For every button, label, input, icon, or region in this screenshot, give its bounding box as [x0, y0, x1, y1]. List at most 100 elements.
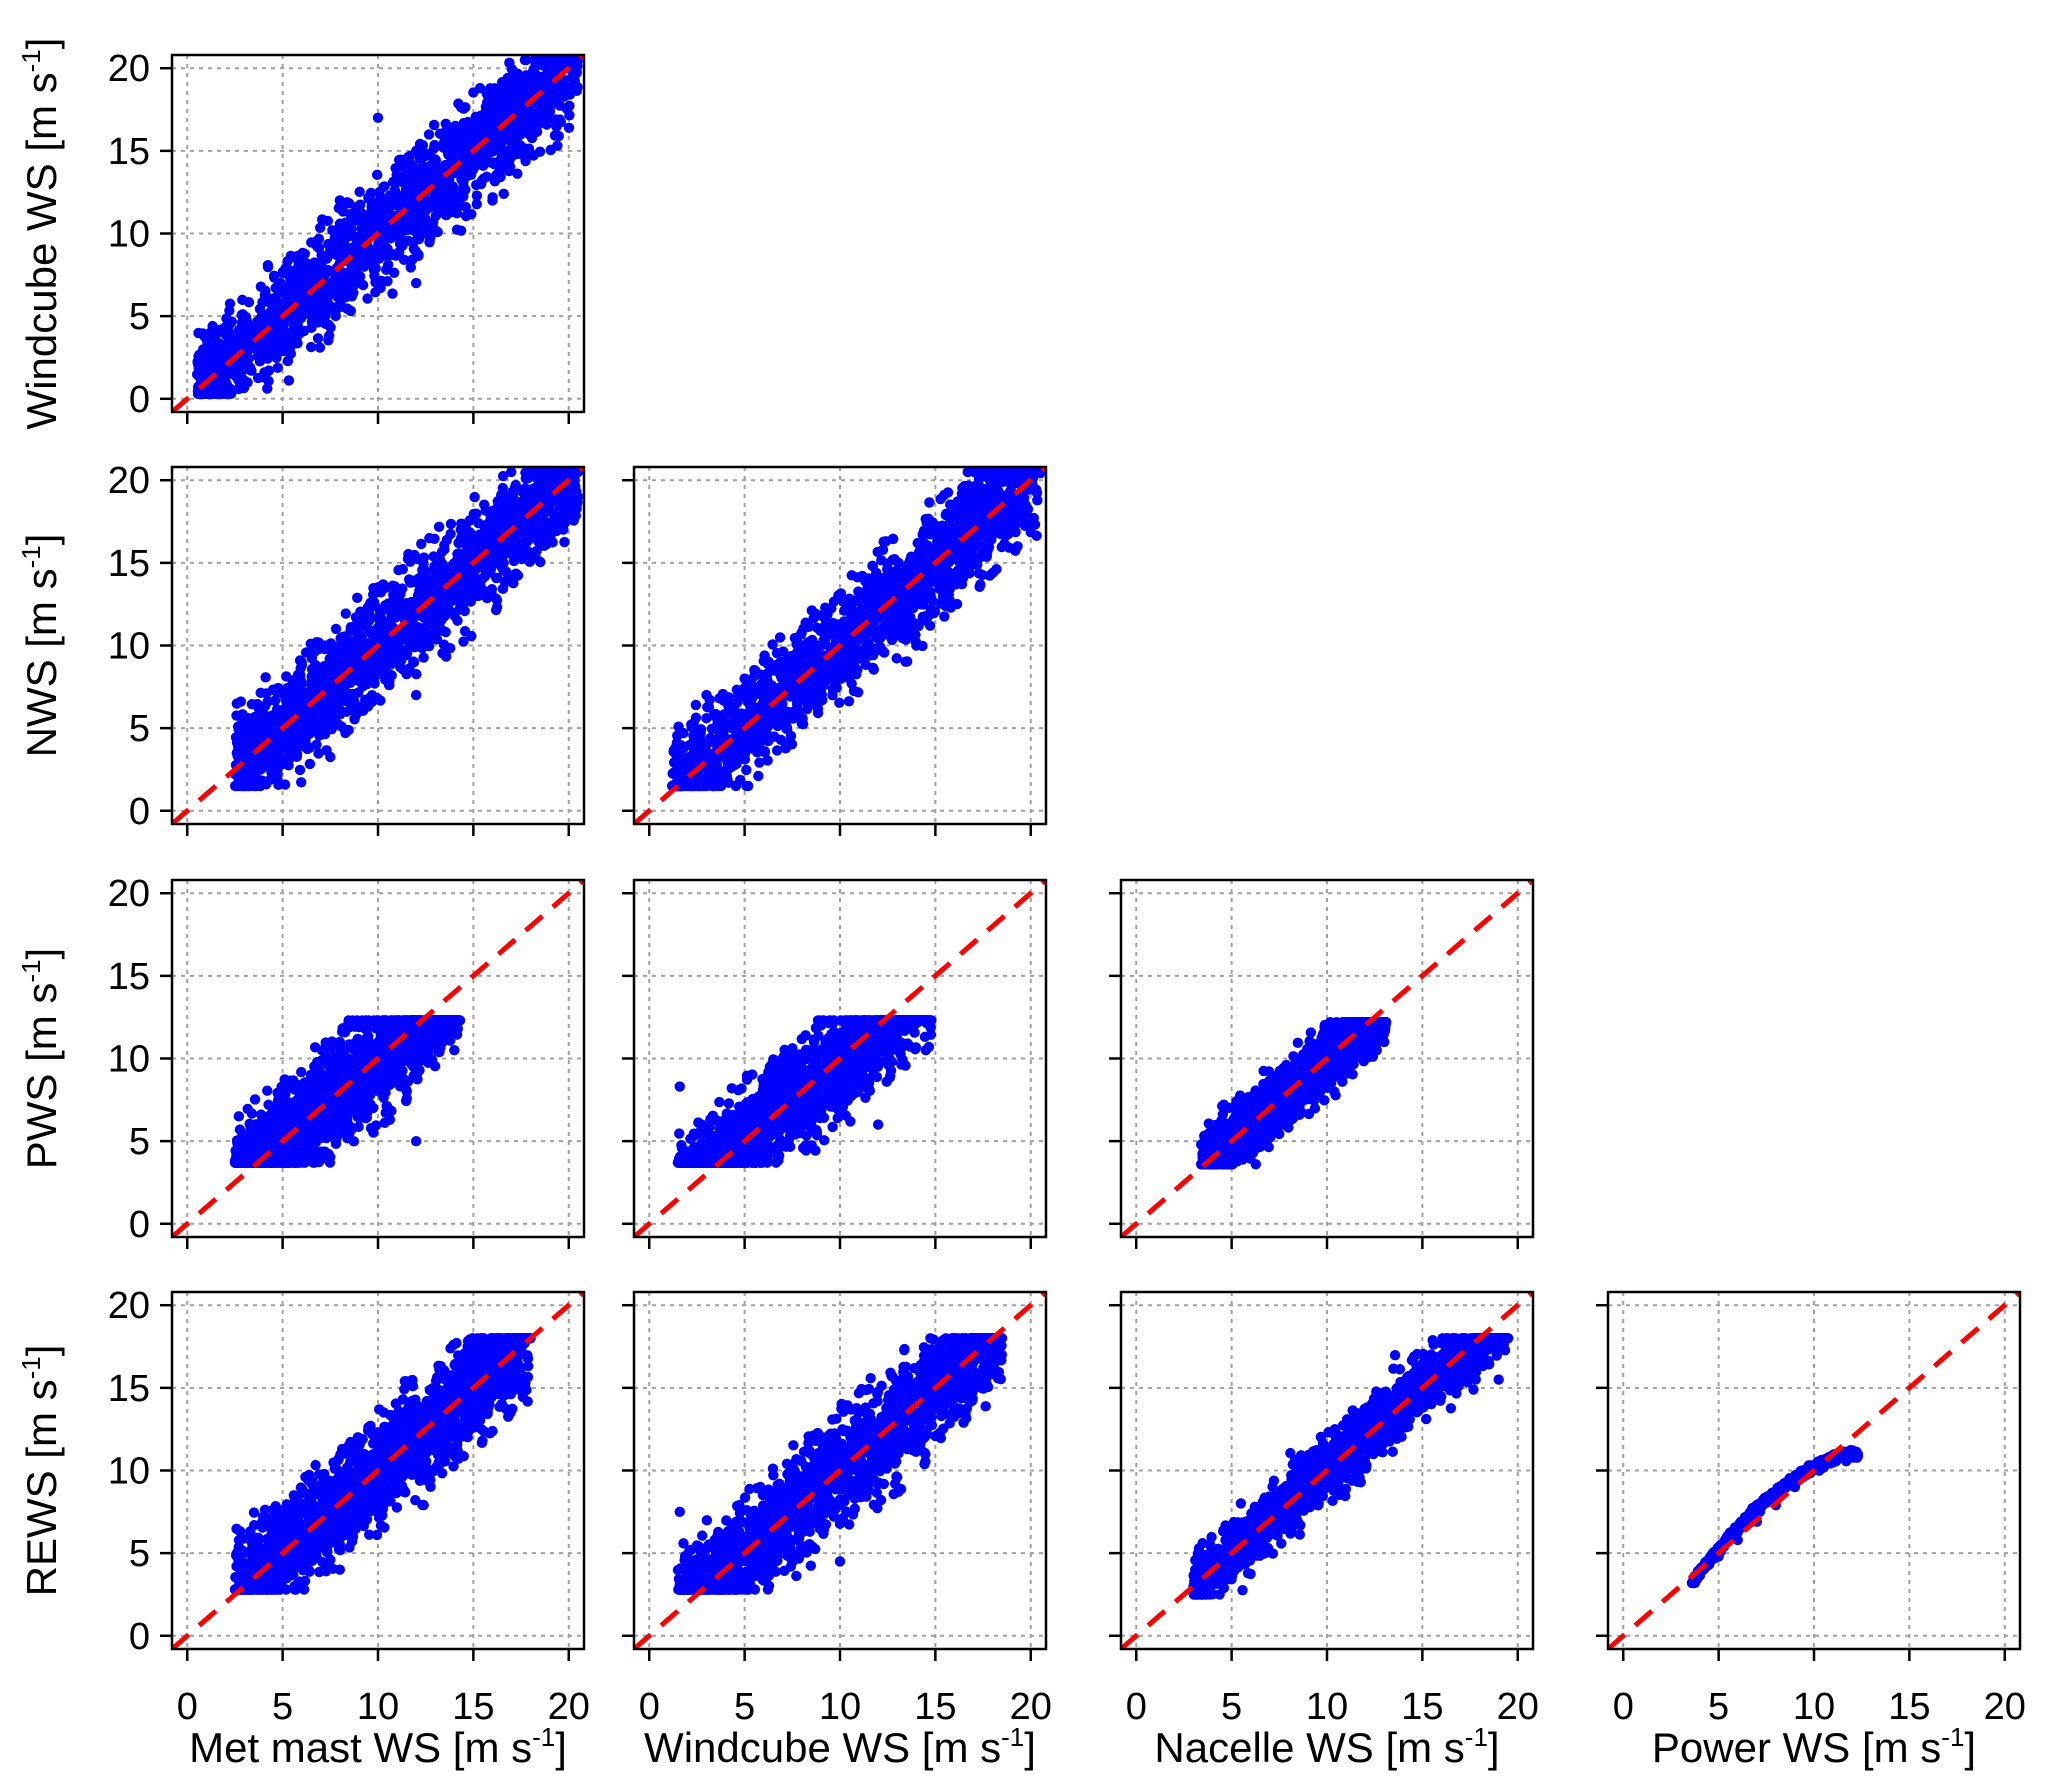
data-point	[537, 71, 549, 82]
data-point	[239, 360, 250, 371]
data-point	[546, 507, 557, 518]
data-point	[319, 643, 331, 655]
data-point	[305, 341, 317, 353]
data-point	[299, 248, 310, 260]
y-tick-label: 10	[108, 626, 150, 668]
data-point	[272, 768, 283, 780]
data-point	[564, 100, 575, 112]
data-point	[325, 751, 336, 763]
data-point	[386, 609, 397, 621]
data-point	[323, 330, 335, 341]
data-point	[193, 370, 205, 382]
data-point	[471, 179, 482, 191]
data-point	[416, 538, 427, 550]
data-point	[405, 262, 416, 273]
data-point	[417, 564, 428, 576]
data-point	[908, 566, 919, 578]
data-point	[719, 765, 731, 777]
data-point	[318, 674, 330, 686]
data-point	[392, 592, 403, 603]
data-point	[345, 225, 356, 237]
data-point	[220, 388, 231, 400]
data-point	[478, 173, 489, 184]
data-point	[512, 483, 523, 494]
data-point	[226, 345, 237, 357]
data-point	[231, 733, 243, 745]
data-point	[400, 649, 412, 660]
data-point	[489, 534, 500, 546]
data-point	[746, 694, 757, 705]
data-point	[392, 249, 403, 261]
data-point	[690, 699, 702, 711]
data-point	[410, 277, 422, 289]
data-point	[557, 511, 568, 522]
data-point	[307, 671, 318, 682]
data-point	[414, 138, 426, 150]
data-point	[343, 642, 355, 654]
data-point	[312, 333, 324, 344]
data-point	[413, 166, 424, 177]
data-point	[972, 467, 983, 478]
data-point	[212, 358, 224, 369]
data-point	[404, 159, 415, 171]
data-point	[944, 499, 956, 510]
y-tick-label: 15	[108, 543, 150, 585]
data-point	[353, 261, 365, 272]
data-point	[401, 632, 413, 643]
data-point	[832, 619, 843, 630]
data-point	[868, 649, 879, 661]
data-point	[296, 777, 307, 788]
data-point	[247, 737, 259, 749]
data-point	[455, 524, 466, 536]
data-point	[781, 723, 792, 735]
data-point	[232, 721, 244, 732]
data-point	[531, 126, 543, 137]
data-point	[408, 221, 420, 233]
data-point	[227, 367, 238, 378]
identity-line	[172, 55, 584, 412]
data-point	[332, 281, 344, 293]
data-point	[446, 154, 457, 166]
data-point	[357, 279, 369, 291]
data-point	[759, 747, 771, 758]
data-point	[845, 602, 857, 613]
data-point	[372, 112, 384, 124]
data-point	[1002, 526, 1013, 538]
data-point	[460, 201, 472, 213]
data-point	[545, 144, 556, 156]
data-point	[979, 550, 991, 561]
data-point	[459, 148, 471, 159]
data-point	[563, 122, 575, 133]
data-point	[273, 779, 284, 791]
data-point	[549, 469, 561, 481]
data-point	[352, 592, 363, 604]
data-point	[354, 186, 365, 198]
y-tick-label: 5	[129, 296, 150, 338]
data-point	[1010, 545, 1021, 556]
data-point	[368, 674, 380, 685]
data-point	[378, 181, 389, 193]
data-point	[887, 533, 899, 545]
data-point	[365, 658, 376, 670]
data-point	[241, 317, 252, 328]
y-tick-label: 15	[108, 131, 150, 173]
data-point	[543, 480, 554, 491]
data-point	[346, 291, 358, 302]
data-point	[380, 582, 392, 593]
data-point	[504, 57, 515, 69]
data-point	[224, 305, 235, 316]
data-point	[258, 755, 269, 767]
data-point	[762, 658, 773, 670]
scatter-points	[191, 55, 584, 400]
data-point	[468, 153, 479, 165]
data-point	[901, 656, 913, 667]
data-point	[450, 120, 461, 132]
data-point	[444, 195, 455, 207]
data-point	[503, 165, 515, 177]
data-point	[461, 540, 472, 552]
data-point	[771, 745, 783, 756]
data-point	[269, 742, 281, 754]
data-point	[278, 345, 289, 357]
data-point	[459, 605, 470, 617]
